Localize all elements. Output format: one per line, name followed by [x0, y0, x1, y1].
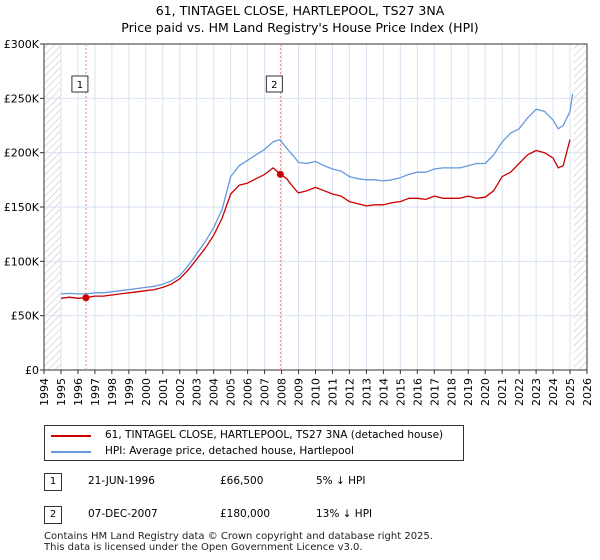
- y-tick-label: £50K: [11, 310, 40, 323]
- sale-point: [82, 294, 90, 302]
- y-tick-label: £150K: [4, 201, 40, 214]
- sale-marker-box: [71, 75, 89, 93]
- sale-price: £180,000: [220, 508, 271, 520]
- legend-label-hpi: HPI: Average price, detached house, Hart…: [105, 445, 354, 457]
- sale-date: 21-JUN-1996: [88, 475, 155, 487]
- x-tick-label: 2013: [360, 378, 373, 406]
- x-tick-label: 1994: [38, 378, 51, 406]
- x-tick-label: 2007: [259, 378, 272, 406]
- x-tick-label: 2018: [445, 378, 458, 406]
- x-tick-label: 2004: [208, 378, 221, 406]
- y-tick-label: £200K: [4, 147, 40, 160]
- x-tick-label: 2022: [513, 378, 526, 406]
- y-tick-label: £100K: [4, 255, 40, 268]
- y-tick-label: £250K: [4, 92, 40, 105]
- x-tick-label: 2024: [547, 378, 560, 406]
- series-line-hpi: [60, 93, 574, 295]
- sale-point: [276, 170, 284, 178]
- x-tick-label: 2011: [326, 378, 339, 406]
- x-tick-label: 1999: [123, 378, 136, 406]
- x-tick-label: 2015: [394, 378, 407, 406]
- x-tick-label: 2001: [157, 378, 170, 406]
- legend-swatch-property: [51, 435, 91, 437]
- sale-price: £66,500: [220, 475, 264, 487]
- x-tick-label: 2014: [377, 378, 390, 406]
- x-tick-label: 2021: [496, 378, 509, 406]
- x-tick-label: 1996: [72, 378, 85, 406]
- x-tick-label: 2025: [564, 378, 577, 406]
- chart-subtitle: Price paid vs. HM Land Registry's House …: [121, 20, 479, 35]
- x-tick-label: 2026: [581, 378, 594, 406]
- sale-number-badge: 1: [44, 473, 62, 491]
- series-line-property: [60, 139, 571, 299]
- x-tick-label: 2005: [225, 378, 238, 406]
- sale-row: 2 07-DEC-2007 £180,000 13% ↓ HPI: [44, 506, 404, 524]
- y-tick-label: £300K: [4, 38, 40, 51]
- x-tick-label: 2023: [530, 378, 543, 406]
- x-tick-label: 1998: [106, 378, 119, 406]
- legend-swatch-hpi: [51, 451, 91, 453]
- x-tick-label: 2017: [428, 378, 441, 406]
- x-tick-label: 2019: [462, 378, 475, 406]
- sale-marker-label: 2: [271, 80, 277, 91]
- x-tick-label: 2008: [276, 378, 289, 406]
- x-tick-label: 2010: [310, 378, 323, 406]
- chart-title: 61, TINTAGEL CLOSE, HARTLEPOOL, TS27 3NA: [155, 3, 445, 18]
- x-tick-label: 2003: [191, 378, 204, 406]
- x-tick-label: 2000: [140, 378, 153, 406]
- legend: 61, TINTAGEL CLOSE, HARTLEPOOL, TS27 3NA…: [44, 425, 464, 461]
- footer-copyright: Contains HM Land Registry data © Crown c…: [44, 531, 433, 542]
- x-tick-label: 1997: [89, 378, 102, 406]
- x-tick-label: 2020: [479, 378, 492, 406]
- sale-number-badge: 2: [44, 506, 62, 524]
- x-tick-label: 2012: [343, 378, 356, 406]
- sale-hpi-diff: 5% ↓ HPI: [316, 475, 366, 487]
- sale-marker-box: [265, 75, 283, 93]
- footer-licence: This data is licensed under the Open Gov…: [44, 542, 363, 553]
- footer: Contains HM Land Registry data © Crown c…: [44, 531, 433, 553]
- legend-label-property: 61, TINTAGEL CLOSE, HARTLEPOOL, TS27 3NA…: [105, 429, 444, 441]
- sale-date: 07-DEC-2007: [88, 508, 158, 520]
- x-tick-label: 2006: [242, 378, 255, 406]
- y-tick-label: £0: [25, 364, 39, 377]
- x-tick-label: 1995: [55, 378, 68, 406]
- sale-hpi-diff: 13% ↓ HPI: [316, 508, 373, 520]
- x-tick-label: 2009: [293, 378, 306, 406]
- x-tick-label: 2016: [411, 378, 424, 406]
- sale-marker-label: 1: [77, 80, 83, 91]
- x-tick-label: 2002: [174, 378, 187, 406]
- sale-row: 1 21-JUN-1996 £66,500 5% ↓ HPI: [44, 473, 404, 491]
- price-chart: 1 2 £0 £50K £100K £150K £200K £250K £300K 1994 1…: [4, 38, 594, 406]
